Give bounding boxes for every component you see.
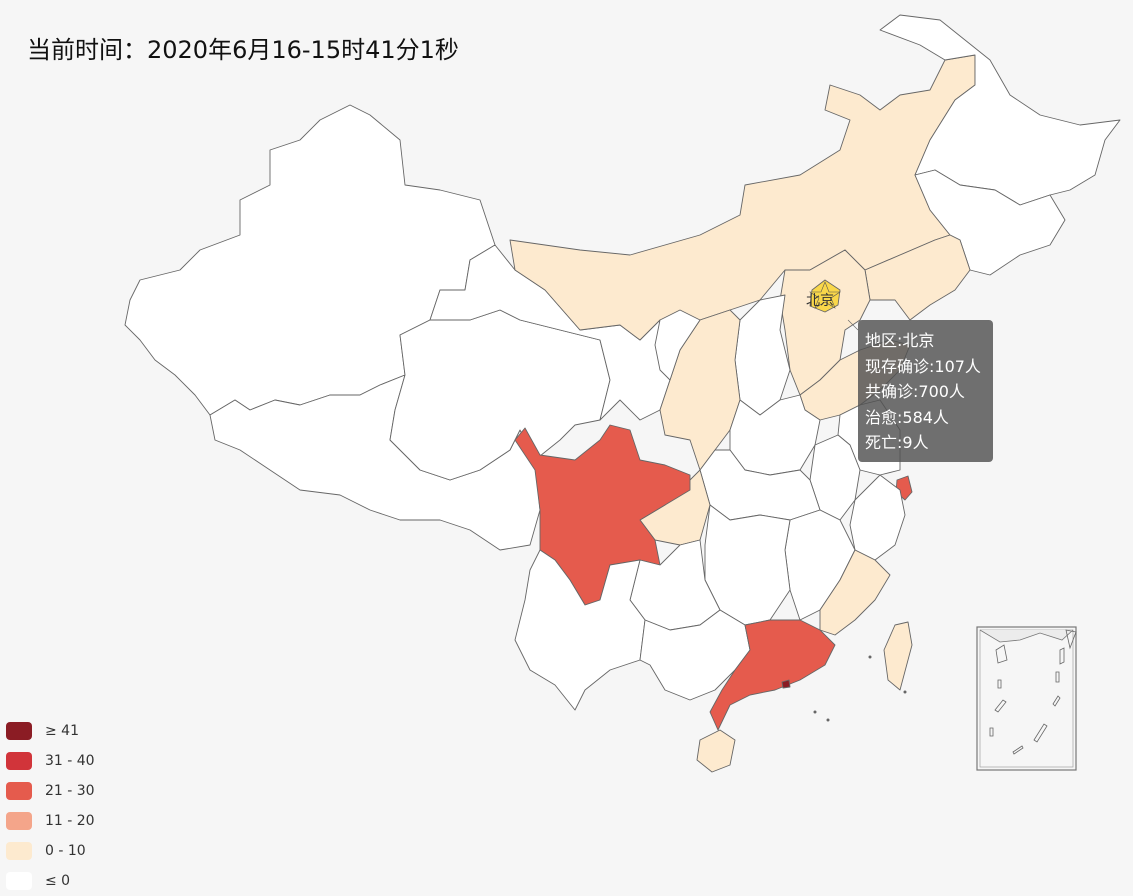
province-hebei[interactable] [779,249,871,396]
map-label-beijing: 北京 [806,293,834,309]
beijing-star-icon [809,281,841,309]
legend-item[interactable]: 0 - 10 [6,836,95,866]
legend-swatch [6,842,32,860]
tooltip-region: 地区:北京 [865,331,935,350]
legend-label: 21 - 30 [45,783,95,799]
south-china-sea-inset [976,626,1077,771]
region-hong-kong[interactable] [781,679,791,689]
legend-label: ≤ 0 [45,873,71,889]
province-qinghai[interactable] [389,309,611,481]
province-liaoning[interactable] [864,234,971,321]
legend-swatch [6,722,32,740]
legend-label: 11 - 20 [45,813,95,829]
legend-swatch [6,812,32,830]
province-shanxi[interactable] [734,294,791,416]
legend-label: 0 - 10 [45,843,86,859]
province-guangdong[interactable] [709,619,836,731]
province-fujian[interactable] [819,549,891,636]
tooltip-total: 共确诊:700人 [865,382,965,401]
tooltip-cured: 治愈:584人 [865,407,949,427]
province-hunan[interactable] [704,504,791,626]
legend-item[interactable]: ≥ 41 [6,716,95,746]
legend-item[interactable]: ≤ 0 [6,866,95,896]
legend-item[interactable]: 21 - 30 [6,776,95,806]
province-taiwan[interactable] [883,621,913,691]
legend-swatch [6,872,32,890]
legend-label: ≥ 41 [45,723,79,739]
legend-item[interactable]: 11 - 20 [6,806,95,836]
legend-swatch [6,782,32,800]
province-ningxia[interactable] [654,309,701,381]
legend-item[interactable]: 31 - 40 [6,746,95,776]
legend-swatch [6,752,32,770]
region-tooltip: 地区:北京 现存确诊:107人 共确诊:700人 治愈:584人 死亡:9人 [858,320,993,462]
tooltip-current: 现存确诊:107人 [865,356,981,376]
tooltip-dead: 死亡:9人 [865,433,929,452]
province-zhejiang[interactable] [849,474,906,561]
legend-label: 31 - 40 [45,753,95,769]
province-hainan[interactable] [696,729,736,773]
legend: ≥ 41 31 - 40 21 - 30 11 - 20 0 - 10 ≤ 0 [6,716,95,896]
page-title: 当前时间：2020年6月16-15时41分1秒 [27,36,459,64]
